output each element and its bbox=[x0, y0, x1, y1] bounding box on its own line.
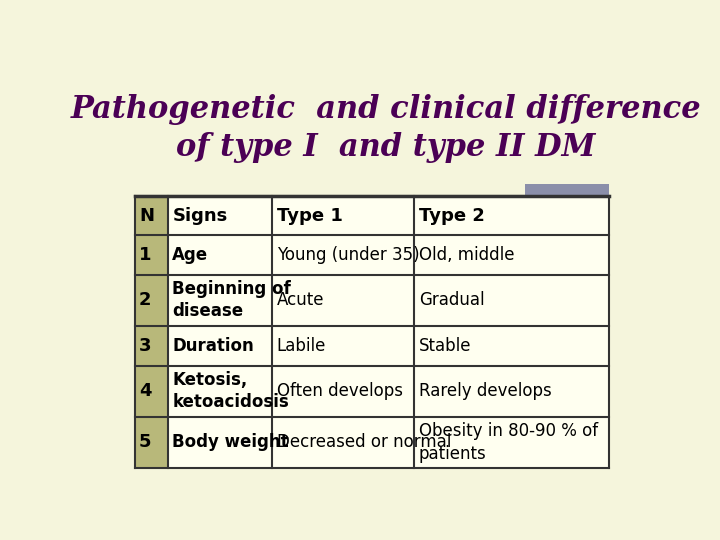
Text: Age: Age bbox=[172, 246, 208, 264]
FancyBboxPatch shape bbox=[272, 235, 415, 275]
Text: Pathogenetic  and clinical difference
of type I  and type II DM: Pathogenetic and clinical difference of … bbox=[71, 94, 701, 163]
Text: Often develops: Often develops bbox=[276, 382, 402, 400]
Text: Labile: Labile bbox=[276, 337, 326, 355]
FancyBboxPatch shape bbox=[272, 366, 415, 417]
FancyBboxPatch shape bbox=[415, 196, 609, 235]
FancyBboxPatch shape bbox=[526, 184, 609, 197]
FancyBboxPatch shape bbox=[272, 275, 415, 326]
FancyBboxPatch shape bbox=[272, 196, 415, 235]
FancyBboxPatch shape bbox=[168, 275, 272, 326]
FancyBboxPatch shape bbox=[415, 366, 609, 417]
FancyBboxPatch shape bbox=[135, 366, 168, 417]
Text: Decreased or normal: Decreased or normal bbox=[276, 434, 451, 451]
FancyBboxPatch shape bbox=[272, 326, 415, 366]
Text: Rarely develops: Rarely develops bbox=[419, 382, 552, 400]
Text: Body weight: Body weight bbox=[172, 434, 289, 451]
Text: 2: 2 bbox=[139, 292, 152, 309]
Text: Stable: Stable bbox=[419, 337, 472, 355]
Text: Type 1: Type 1 bbox=[276, 206, 343, 225]
Text: 3: 3 bbox=[139, 337, 152, 355]
FancyBboxPatch shape bbox=[168, 235, 272, 275]
Text: Duration: Duration bbox=[172, 337, 254, 355]
Text: Type 2: Type 2 bbox=[419, 206, 485, 225]
FancyBboxPatch shape bbox=[135, 196, 168, 235]
FancyBboxPatch shape bbox=[415, 275, 609, 326]
Text: Acute: Acute bbox=[276, 292, 324, 309]
Text: N: N bbox=[139, 206, 154, 225]
Text: Young (under 35): Young (under 35) bbox=[276, 246, 419, 264]
FancyBboxPatch shape bbox=[135, 235, 168, 275]
Text: 4: 4 bbox=[139, 382, 152, 400]
FancyBboxPatch shape bbox=[415, 235, 609, 275]
Text: Obesity in 80-90 % of
patients: Obesity in 80-90 % of patients bbox=[419, 422, 598, 463]
FancyBboxPatch shape bbox=[415, 326, 609, 366]
FancyBboxPatch shape bbox=[168, 326, 272, 366]
FancyBboxPatch shape bbox=[415, 417, 609, 468]
FancyBboxPatch shape bbox=[168, 366, 272, 417]
Text: Ketosis,
ketoacidosis: Ketosis, ketoacidosis bbox=[172, 371, 289, 411]
Text: Old, middle: Old, middle bbox=[419, 246, 515, 264]
FancyBboxPatch shape bbox=[168, 417, 272, 468]
FancyBboxPatch shape bbox=[135, 275, 168, 326]
Text: Signs: Signs bbox=[172, 206, 228, 225]
Text: Beginning of
disease: Beginning of disease bbox=[172, 280, 291, 320]
Text: 5: 5 bbox=[139, 434, 152, 451]
FancyBboxPatch shape bbox=[135, 417, 168, 468]
Text: 1: 1 bbox=[139, 246, 152, 264]
FancyBboxPatch shape bbox=[168, 196, 272, 235]
FancyBboxPatch shape bbox=[272, 417, 415, 468]
FancyBboxPatch shape bbox=[135, 326, 168, 366]
Text: Gradual: Gradual bbox=[419, 292, 485, 309]
